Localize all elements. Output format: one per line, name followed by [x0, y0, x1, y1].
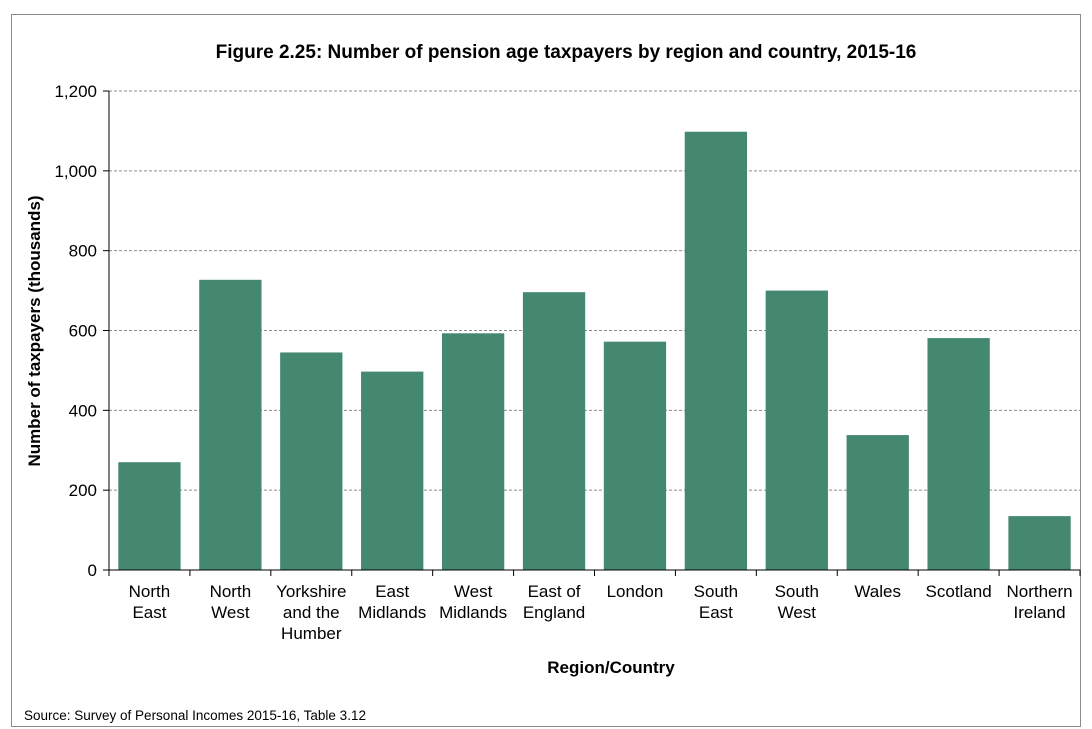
chart-title: Figure 2.25: Number of pension age taxpa…	[216, 42, 917, 63]
y-tick-label: 800	[69, 242, 97, 261]
y-tick-label: 0	[88, 561, 97, 580]
x-tick-label: London	[607, 582, 664, 601]
bar	[522, 292, 586, 570]
bar	[361, 371, 424, 570]
x-tick-label-line: East	[132, 603, 166, 622]
bar	[846, 435, 909, 570]
x-tick-label-line: West	[778, 603, 817, 622]
x-tick-label: Wales	[854, 582, 901, 601]
x-tick-label-line: Scotland	[926, 582, 992, 601]
x-tick-label-line: East	[375, 582, 409, 601]
y-tick-label: 600	[69, 322, 97, 341]
x-tick-label: Yorkshire and the Humber	[276, 582, 346, 643]
bar	[927, 338, 990, 570]
x-tick-label: North West	[210, 582, 252, 622]
x-tick-label-line: London	[607, 582, 664, 601]
x-tick-label-line: East	[699, 603, 733, 622]
x-tick-label-line: West	[454, 582, 493, 601]
y-tick-label: 1,200	[54, 82, 97, 101]
x-tick-label: East Midlands	[358, 582, 426, 622]
x-tick-label: East of England	[523, 582, 585, 622]
x-axis-title: Region/Country	[547, 658, 675, 677]
x-tick-label-line: East of	[528, 582, 581, 601]
x-tick-label: South East	[694, 582, 738, 622]
x-tick-label-line: South	[775, 582, 819, 601]
bar	[684, 131, 748, 570]
x-tick-label-line: England	[523, 603, 585, 622]
axes	[103, 90, 1081, 576]
x-tick-label-line: Humber	[281, 624, 342, 643]
source-note: Source: Survey of Personal Incomes 2015-…	[24, 708, 366, 723]
x-tick-label-line: North	[210, 582, 252, 601]
gridlines	[109, 90, 1080, 491]
x-tick-label-line: Northern	[1006, 582, 1072, 601]
x-tick-label-line: and the	[283, 603, 340, 622]
x-tick-label-line: Midlands	[439, 603, 507, 622]
y-axis-title: Number of taxpayers (thousands)	[25, 195, 44, 466]
bar	[765, 290, 828, 570]
bar	[280, 352, 343, 570]
x-tick-label-line: West	[211, 603, 250, 622]
y-tick-label: 200	[69, 481, 97, 500]
x-tick-label: North East	[129, 582, 171, 622]
bar	[603, 341, 667, 570]
bar	[199, 279, 262, 570]
y-tick-label: 400	[69, 401, 97, 420]
bar	[118, 462, 181, 570]
x-tick-label-line: Midlands	[358, 603, 426, 622]
x-tick-label: Northern Ireland	[1006, 582, 1072, 622]
x-tick-label-line: Ireland	[1014, 603, 1066, 622]
y-tick-label: 1,000	[54, 162, 97, 181]
bar	[441, 333, 505, 570]
x-tick-label: West Midlands	[439, 582, 507, 622]
y-tick-labels: 0 200 400 600 800 1,000 1,200	[54, 82, 97, 580]
x-tick-label-line: South	[694, 582, 738, 601]
bars	[118, 131, 1071, 570]
x-tick-label: South West	[775, 582, 819, 622]
x-tick-labels: North East North West Yorkshire and the Humber…	[129, 582, 1073, 643]
x-tick-label: Scotland	[926, 582, 992, 601]
x-tick-label-line: Yorkshire	[276, 582, 346, 601]
bar	[1008, 516, 1071, 570]
x-tick-label-line: Wales	[854, 582, 901, 601]
x-tick-label-line: North	[129, 582, 171, 601]
